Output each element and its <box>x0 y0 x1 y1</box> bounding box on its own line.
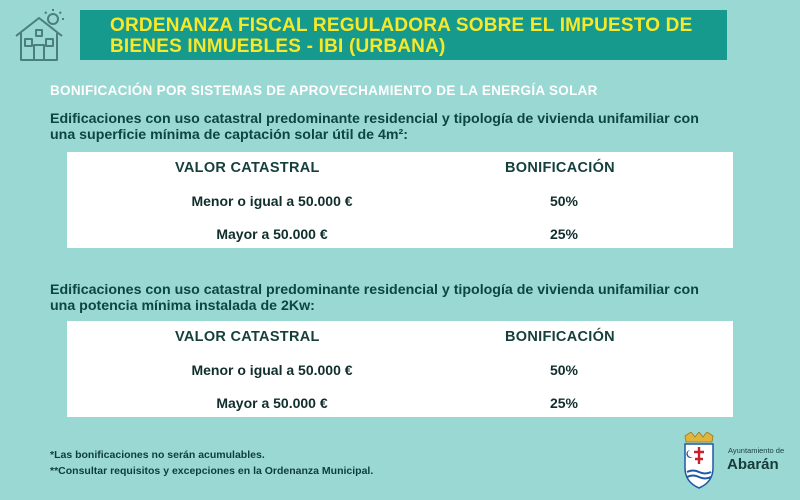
coat-of-arms-icon <box>684 432 714 489</box>
municipality-logo: Ayuntamiento de Abarán <box>681 432 787 492</box>
table-cell-valor: Menor o igual a 50.000 € <box>191 193 353 209</box>
house-icon <box>15 9 64 61</box>
criteria-line-1: Edificaciones con uso catastral predomin… <box>50 111 699 127</box>
criteria-line-2: una potencia mínima instalada de 2Kw: <box>50 298 315 314</box>
table-cell-valor: Menor o igual a 50.000 € <box>191 362 353 378</box>
page-title-line-2: BIENES INMUEBLES - IBI (URBANA) <box>110 36 446 57</box>
section-title: BONIFICACIÓN POR SISTEMAS DE APROVECHAMI… <box>50 83 598 98</box>
page-title: ORDENANZA FISCAL REGULADORA SOBRE EL IMP… <box>110 15 717 57</box>
table-cell-bonificacion: 25% <box>549 395 579 411</box>
logo-name: Abarán <box>727 456 779 473</box>
page-title-line-1: ORDENANZA FISCAL REGULADORA SOBRE EL IMP… <box>110 15 693 36</box>
table-cell-valor: Mayor a 50.000 € <box>216 395 328 411</box>
column-header-bonificacion: BONIFICACIÓN <box>505 329 615 345</box>
table-cell-bonificacion: 50% <box>549 362 579 378</box>
header-banner: ORDENANZA FISCAL REGULADORA SOBRE EL IMP… <box>80 10 727 60</box>
bonus-table-installed-power: VALOR CATASTRAL BONIFICACIÓN Menor o igu… <box>67 321 733 417</box>
bonus-table-solar-surface: VALOR CATASTRAL BONIFICACIÓN Menor o igu… <box>67 152 733 248</box>
footnotes: *Las bonificaciones no serán acumulables… <box>50 447 373 479</box>
criteria-line-2: una superficie mínima de captación solar… <box>50 127 408 143</box>
column-header-valor-catastral: VALOR CATASTRAL <box>175 160 320 176</box>
column-header-valor-catastral: VALOR CATASTRAL <box>175 329 320 345</box>
footnote-2: **Consultar requisitos y excepciones en … <box>50 465 374 477</box>
table-cell-bonificacion: 50% <box>549 193 579 209</box>
footnote-1: *Las bonificaciones no serán acumulables… <box>50 449 265 461</box>
logo-caption: Ayuntamiento de <box>728 446 785 455</box>
criteria-text-solar-surface: Edificaciones con uso catastral predomin… <box>50 111 760 143</box>
column-header-bonificacion: BONIFICACIÓN <box>505 160 615 176</box>
table-cell-valor: Mayor a 50.000 € <box>216 226 328 242</box>
criteria-line-1: Edificaciones con uso catastral predomin… <box>50 282 699 298</box>
criteria-text-installed-power: Edificaciones con uso catastral predomin… <box>50 282 760 314</box>
table-cell-bonificacion: 25% <box>549 226 579 242</box>
